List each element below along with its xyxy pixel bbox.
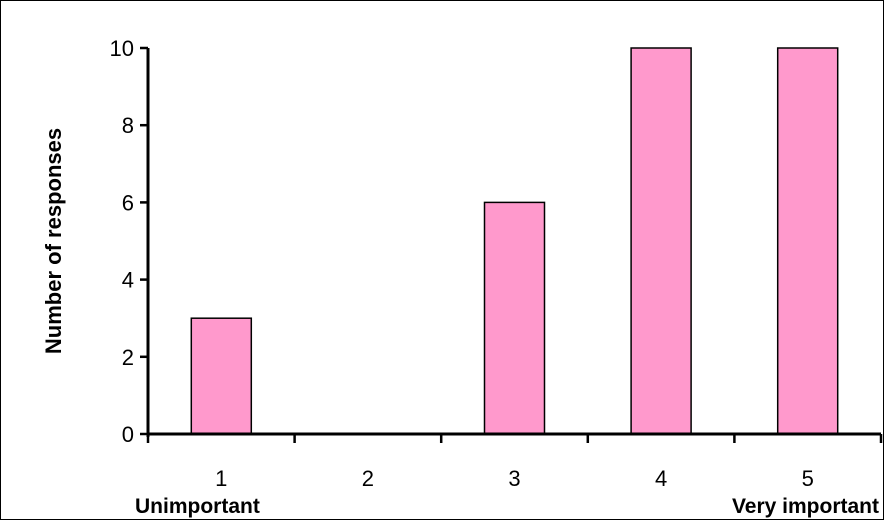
y-tick-label-6: 6 xyxy=(122,190,134,215)
bar-1 xyxy=(190,317,253,435)
bars-group xyxy=(190,47,839,435)
scale-label-high: Very important xyxy=(732,495,879,518)
x-tick-label-2: 2 xyxy=(362,466,374,491)
y-tick-label-4: 4 xyxy=(122,268,134,293)
x-tick-label-4: 4 xyxy=(655,466,667,491)
y-axis-title: Number of responses xyxy=(41,128,66,354)
bar-5 xyxy=(776,47,839,435)
x-tick-label-3: 3 xyxy=(508,466,520,491)
x-axis: 1 2 3 4 5 xyxy=(146,432,883,491)
x-tick-label-5: 5 xyxy=(802,466,814,491)
bar-4 xyxy=(630,47,692,435)
scale-label-low: Unimportant xyxy=(135,495,260,518)
y-tick-label-0: 0 xyxy=(122,422,134,447)
y-tick-label-8: 8 xyxy=(122,113,134,138)
x-tick-label-1: 1 xyxy=(215,466,227,491)
bar-3 xyxy=(483,201,546,435)
y-axis: 0 2 4 6 8 10 xyxy=(110,36,150,447)
y-tick-label-10: 10 xyxy=(110,36,134,61)
y-tick-label-2: 2 xyxy=(122,345,134,370)
